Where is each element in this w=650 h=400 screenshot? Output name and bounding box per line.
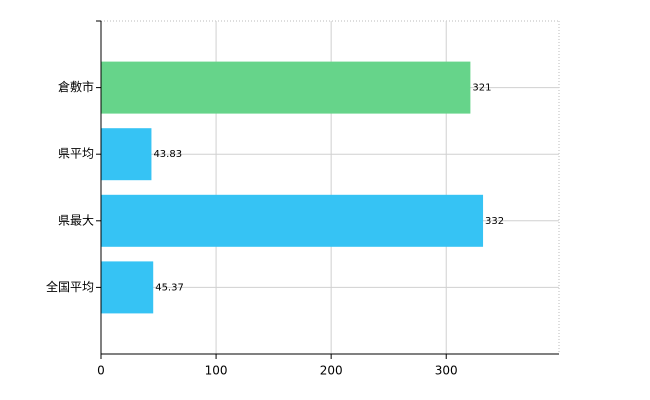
y-tick-label: 県平均	[58, 147, 94, 161]
bar	[101, 261, 154, 314]
x-tick-label: 300	[435, 364, 458, 378]
y-tick-label: 倉敷市	[58, 79, 94, 94]
value-label: 45.37	[155, 282, 184, 293]
y-tick-label: 県最大	[58, 213, 94, 227]
x-tick-label: 200	[320, 364, 343, 378]
bar	[101, 61, 471, 114]
value-label: 321	[472, 83, 491, 94]
x-tick-label: 0	[97, 364, 105, 378]
x-tick-label: 100	[205, 364, 228, 378]
value-label: 332	[485, 216, 504, 227]
bar	[101, 194, 484, 247]
value-label: 43.83	[153, 149, 182, 160]
bar	[101, 128, 152, 181]
y-tick-label: 全国平均	[46, 279, 94, 294]
